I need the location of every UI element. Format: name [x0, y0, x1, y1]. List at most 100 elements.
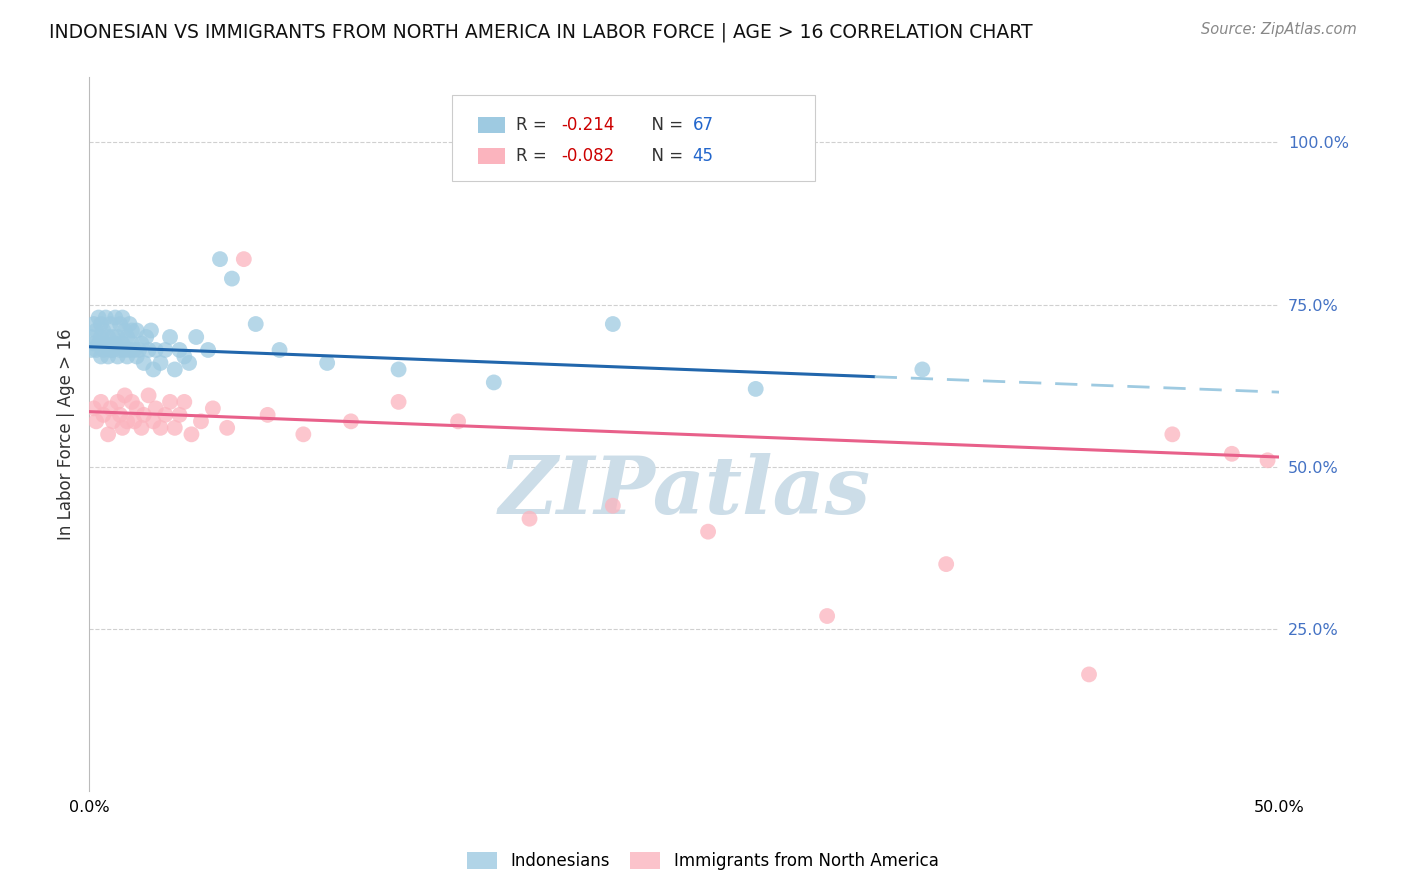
Point — [173, 395, 195, 409]
Point — [115, 414, 138, 428]
Point — [104, 336, 127, 351]
Point — [87, 310, 110, 325]
Text: ZIPatlas: ZIPatlas — [498, 452, 870, 530]
Y-axis label: In Labor Force | Age > 16: In Labor Force | Age > 16 — [58, 328, 75, 540]
Point — [97, 350, 120, 364]
Point — [107, 395, 129, 409]
FancyBboxPatch shape — [453, 95, 815, 181]
Point — [101, 343, 124, 357]
Text: 45: 45 — [693, 147, 714, 165]
Point — [93, 324, 115, 338]
Point — [111, 421, 134, 435]
Point — [269, 343, 291, 357]
Point — [602, 499, 624, 513]
Text: N =: N = — [641, 116, 689, 135]
Point — [1078, 667, 1101, 681]
Point — [83, 401, 105, 416]
Point — [100, 343, 122, 357]
Point — [107, 330, 129, 344]
Point — [101, 414, 124, 428]
Point — [108, 343, 131, 357]
Point — [84, 414, 107, 428]
Point — [132, 356, 155, 370]
Point — [316, 356, 339, 370]
Point — [208, 252, 231, 267]
FancyBboxPatch shape — [478, 148, 505, 164]
Point — [177, 356, 200, 370]
Point — [387, 362, 409, 376]
Point — [387, 395, 409, 409]
Point — [90, 317, 112, 331]
Point — [1257, 453, 1279, 467]
Point — [90, 330, 112, 344]
Point — [245, 317, 267, 331]
Point — [83, 317, 105, 331]
Point — [107, 350, 129, 364]
Point — [169, 408, 191, 422]
Legend: Indonesians, Immigrants from North America: Indonesians, Immigrants from North Ameri… — [461, 845, 945, 877]
Point — [97, 427, 120, 442]
Point — [128, 343, 150, 357]
Point — [138, 343, 160, 357]
Point — [169, 343, 191, 357]
Point — [142, 414, 165, 428]
Text: -0.214: -0.214 — [561, 116, 614, 135]
Point — [163, 362, 186, 376]
Text: 67: 67 — [693, 116, 714, 135]
Point — [602, 317, 624, 331]
Point — [340, 414, 363, 428]
Point — [121, 336, 143, 351]
FancyBboxPatch shape — [478, 118, 505, 133]
Point — [118, 317, 141, 331]
Point — [135, 330, 157, 344]
Point — [292, 427, 315, 442]
Point — [90, 395, 112, 409]
Point — [519, 511, 541, 525]
Point — [815, 609, 838, 624]
Point — [217, 421, 239, 435]
Point — [125, 324, 148, 338]
Text: INDONESIAN VS IMMIGRANTS FROM NORTH AMERICA IN LABOR FORCE | AGE > 16 CORRELATIO: INDONESIAN VS IMMIGRANTS FROM NORTH AMER… — [49, 22, 1033, 42]
Point — [232, 252, 254, 267]
Point — [108, 408, 131, 422]
Point — [111, 336, 134, 351]
Point — [131, 336, 153, 351]
Point — [201, 401, 224, 416]
Point — [1161, 427, 1184, 442]
Point — [100, 317, 122, 331]
Point — [163, 421, 186, 435]
Point — [744, 382, 766, 396]
Point — [159, 330, 181, 344]
Point — [482, 376, 505, 390]
Point — [83, 336, 105, 351]
Point — [131, 421, 153, 435]
Point — [111, 310, 134, 325]
Text: -0.082: -0.082 — [561, 147, 614, 165]
Point — [1220, 447, 1243, 461]
Point — [108, 317, 131, 331]
Point — [121, 324, 143, 338]
Point — [145, 401, 167, 416]
Point — [159, 395, 181, 409]
Point — [447, 414, 470, 428]
Point — [186, 330, 208, 344]
Point — [935, 557, 957, 571]
Point — [114, 388, 136, 402]
Point — [114, 343, 136, 357]
Point — [911, 362, 934, 376]
Point — [94, 336, 117, 351]
Point — [115, 350, 138, 364]
Point — [80, 343, 103, 357]
Point — [697, 524, 720, 539]
Point — [138, 388, 160, 402]
Point — [87, 336, 110, 351]
Point — [121, 395, 143, 409]
Point — [221, 271, 243, 285]
Point — [101, 330, 124, 344]
Point — [114, 324, 136, 338]
Point — [93, 408, 115, 422]
Point — [84, 343, 107, 357]
Point — [197, 343, 219, 357]
Point — [155, 408, 177, 422]
Point — [124, 343, 146, 357]
